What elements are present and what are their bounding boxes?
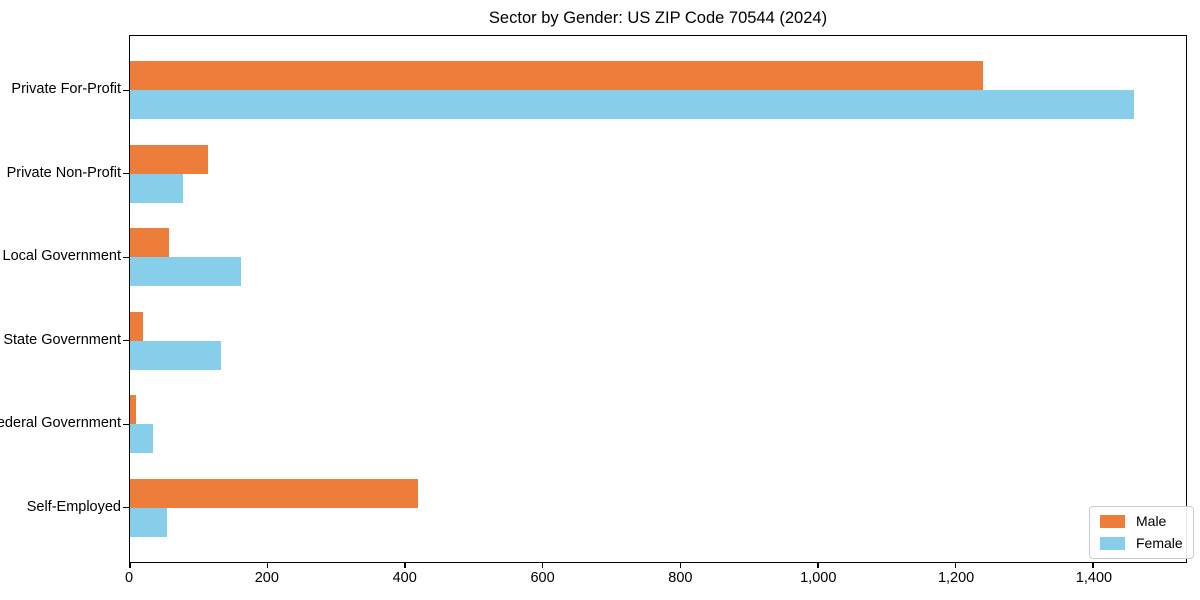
bar-male-local-government	[130, 228, 170, 258]
x-tick-mark	[954, 562, 957, 568]
y-tick-label-self-employed: Self-Employed	[26, 498, 121, 515]
y-tick-label-state-government: State Government	[3, 331, 121, 348]
x-tick-label: 200	[254, 570, 279, 586]
x-axis-tick-labels: 0 200 400 600 800 1,000 1,200 1,400	[125, 570, 1187, 588]
y-axis-labels: Private For-Profit Private Non-Profit Loca…	[0, 35, 121, 563]
legend-entry-female: Female	[1100, 536, 1183, 551]
bar-male-self-employed	[130, 478, 419, 508]
y-tick-label-private-for-profit: Private For-Profit	[11, 81, 121, 98]
y-tick-mark	[123, 173, 129, 175]
y-tick-mark	[123, 89, 129, 91]
bar-female-local-government	[130, 257, 242, 287]
y-tick-mark	[123, 507, 129, 509]
x-tick-label: 1,200	[937, 570, 975, 586]
bar-male-state-government	[130, 311, 144, 341]
bar-female-self-employed	[130, 507, 168, 537]
y-tick-mark	[123, 256, 129, 258]
chart-title: Sector by Gender: US ZIP Code 70544 (202…	[488, 9, 828, 27]
bar-male-private-non-profit	[130, 144, 208, 174]
bar-female-private-non-profit	[130, 173, 183, 203]
bar-male-private-for-profit	[130, 61, 984, 91]
bar-male-federal-government	[130, 395, 137, 425]
y-tick-label-local-government: Local Government	[2, 248, 121, 265]
legend-swatch-male-icon	[1100, 515, 1125, 528]
x-tick-label: 800	[668, 570, 693, 586]
y-tick-mark	[123, 423, 129, 425]
x-tick-mark	[679, 562, 682, 568]
x-tick-mark	[266, 562, 269, 568]
x-tick-label: 400	[392, 570, 417, 586]
legend: Male Female	[1089, 506, 1194, 559]
x-tick-label: 0	[124, 570, 134, 586]
y-tick-mark	[123, 340, 129, 342]
x-tick-mark	[404, 562, 406, 568]
legend-swatch-female-icon	[1100, 537, 1125, 550]
y-tick-label-private-non-profit: Private Non-Profit	[6, 164, 121, 181]
bar-female-private-for-profit	[130, 90, 1135, 120]
bar-female-state-government	[130, 340, 222, 370]
bar-female-federal-government	[130, 424, 153, 454]
x-tick-label: 1,000	[800, 570, 837, 586]
x-tick-mark	[1092, 562, 1094, 568]
x-tick-mark	[542, 562, 544, 568]
legend-label-female: Female	[1136, 535, 1183, 551]
x-tick-label: 1,400	[1075, 570, 1113, 586]
x-tick-mark	[129, 562, 131, 568]
y-tick-label-federal-government: Federal Government	[0, 415, 121, 432]
x-tick-label: 600	[530, 570, 555, 586]
legend-label-male: Male	[1136, 513, 1167, 529]
x-tick-mark	[817, 562, 819, 568]
legend-entry-male: Male	[1100, 514, 1183, 529]
plot-area	[123, 35, 1187, 568]
